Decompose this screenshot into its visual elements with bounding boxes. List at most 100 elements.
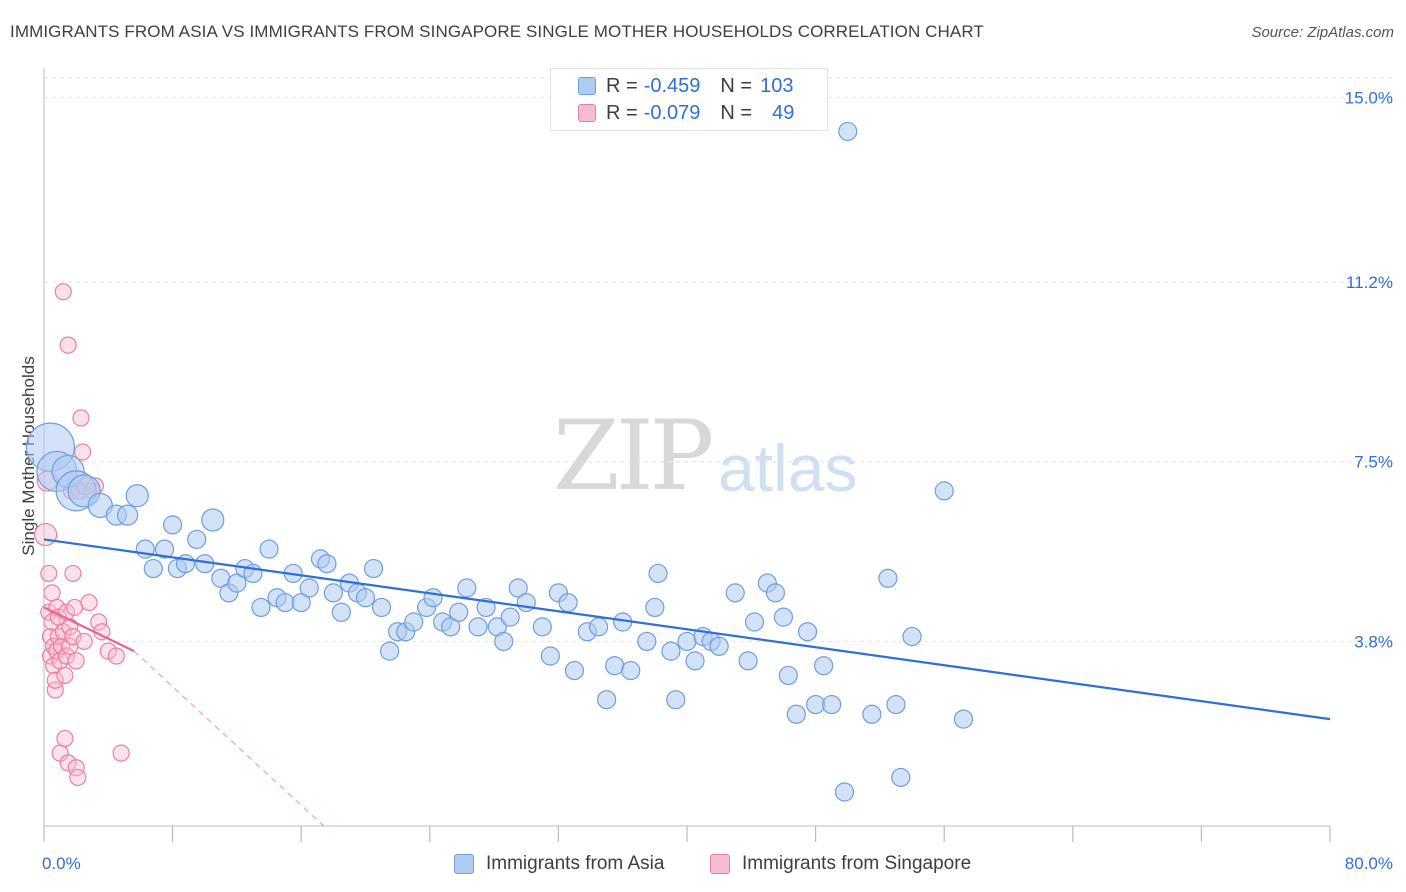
asia-point bbox=[363, 558, 384, 579]
asia-point bbox=[355, 588, 376, 608]
asia-point bbox=[201, 508, 225, 532]
asia-point bbox=[508, 578, 528, 598]
singapore-point bbox=[90, 613, 108, 631]
singapore-point bbox=[64, 627, 82, 646]
asia-point bbox=[163, 515, 183, 535]
singapore-trend-line bbox=[43, 606, 135, 653]
singapore-point bbox=[73, 443, 92, 461]
singapore-point bbox=[49, 627, 68, 646]
legend-swatch-singapore bbox=[578, 104, 596, 122]
legend-swatch-asia bbox=[578, 77, 596, 95]
asia-point bbox=[532, 617, 552, 637]
asia-point bbox=[558, 592, 578, 613]
watermark-zip: ZIP bbox=[553, 400, 714, 512]
asia-point bbox=[666, 690, 686, 710]
asia-point bbox=[317, 554, 337, 574]
asia-point bbox=[953, 709, 974, 729]
asia-point bbox=[187, 529, 207, 550]
asia-point bbox=[645, 597, 665, 618]
axes bbox=[43, 68, 1330, 827]
singapore-point bbox=[69, 768, 87, 787]
asia-point bbox=[685, 651, 705, 671]
asia-point bbox=[564, 660, 585, 681]
singapore-point bbox=[112, 744, 130, 762]
asia-point bbox=[834, 782, 855, 802]
asia-point bbox=[637, 631, 657, 652]
singapore-point bbox=[56, 666, 74, 685]
asia-trend-line bbox=[43, 538, 1331, 721]
singapore-point bbox=[46, 671, 64, 689]
bottom-legend-swatch-asia bbox=[454, 854, 474, 874]
asia-point bbox=[725, 583, 745, 603]
singapore-point bbox=[72, 409, 90, 427]
singapore-point bbox=[40, 564, 58, 583]
asia-point bbox=[862, 704, 882, 724]
asia-point bbox=[765, 583, 786, 603]
legend-row-singapore: R = -0.079 N = 49 bbox=[551, 100, 794, 126]
asia-point bbox=[457, 578, 477, 598]
asia-point bbox=[738, 651, 758, 671]
asia-point bbox=[494, 631, 514, 652]
bottom-legend-asia: Immigrants from Asia bbox=[454, 852, 664, 876]
singapore-point bbox=[48, 642, 66, 660]
asia-point bbox=[797, 622, 818, 642]
legend-n-label: N = bbox=[720, 74, 753, 97]
asia-point bbox=[648, 563, 668, 584]
asia-point bbox=[838, 121, 858, 142]
asia-point bbox=[934, 481, 954, 501]
asia-point bbox=[227, 573, 247, 593]
legend-r-label: R = bbox=[606, 74, 638, 97]
y-tick-label: 11.2% bbox=[1346, 273, 1393, 292]
asia-point bbox=[822, 694, 842, 715]
singapore-point bbox=[64, 564, 82, 583]
asia-point bbox=[709, 636, 729, 656]
singapore-point bbox=[67, 652, 85, 670]
singapore-point bbox=[99, 642, 117, 660]
bottom-legend-label-asia: Immigrants from Asia bbox=[486, 853, 665, 874]
asia-point bbox=[275, 592, 295, 613]
asia-point bbox=[143, 558, 163, 579]
asia-point bbox=[805, 694, 826, 715]
asia-point bbox=[154, 539, 175, 559]
bottom-legend-swatch-singapore bbox=[710, 854, 730, 874]
asia-point bbox=[588, 617, 609, 637]
singapore-point bbox=[57, 647, 76, 665]
singapore-point bbox=[59, 336, 77, 354]
watermark-atlas: atlas bbox=[718, 431, 858, 505]
singapore-point bbox=[54, 283, 72, 301]
asia-point bbox=[597, 690, 617, 710]
asia-point bbox=[540, 646, 560, 666]
legend-n-value-singapore: 49 bbox=[772, 101, 795, 124]
asia-point bbox=[605, 656, 625, 676]
asia-point bbox=[744, 612, 765, 632]
singapore-point bbox=[43, 584, 61, 602]
asia-point bbox=[299, 578, 319, 598]
singapore-point bbox=[65, 598, 84, 617]
legend-r-value-singapore: -0.079 bbox=[643, 101, 701, 124]
asia-point bbox=[380, 641, 400, 661]
legend-row-asia: R = -0.459 N = 103 bbox=[551, 73, 793, 99]
data-points bbox=[25, 121, 974, 802]
asia-point bbox=[500, 607, 520, 627]
legend-r-value-asia: -0.459 bbox=[643, 74, 701, 97]
asia-point bbox=[468, 617, 488, 637]
asia-point bbox=[125, 484, 149, 508]
asia-point bbox=[621, 660, 641, 681]
asia-point bbox=[891, 767, 911, 788]
singapore-point bbox=[107, 647, 125, 665]
asia-point bbox=[778, 665, 798, 686]
bottom-legend-label-singapore: Immigrants from Singapore bbox=[742, 853, 972, 874]
singapore-point bbox=[75, 632, 93, 651]
bottom-legend-singapore: Immigrants from Singapore bbox=[710, 852, 971, 876]
asia-point bbox=[773, 607, 794, 627]
asia-point bbox=[814, 656, 834, 676]
x-tick-label: 80.0% bbox=[1345, 854, 1393, 873]
asia-point bbox=[886, 694, 906, 715]
trend-lines bbox=[43, 538, 1331, 827]
axis-ticks bbox=[43, 826, 1331, 842]
grid-lines bbox=[44, 77, 1392, 642]
asia-point bbox=[371, 597, 392, 618]
asia-point bbox=[677, 631, 697, 652]
source-label: Source: ZipAtlas.com bbox=[1251, 24, 1394, 41]
